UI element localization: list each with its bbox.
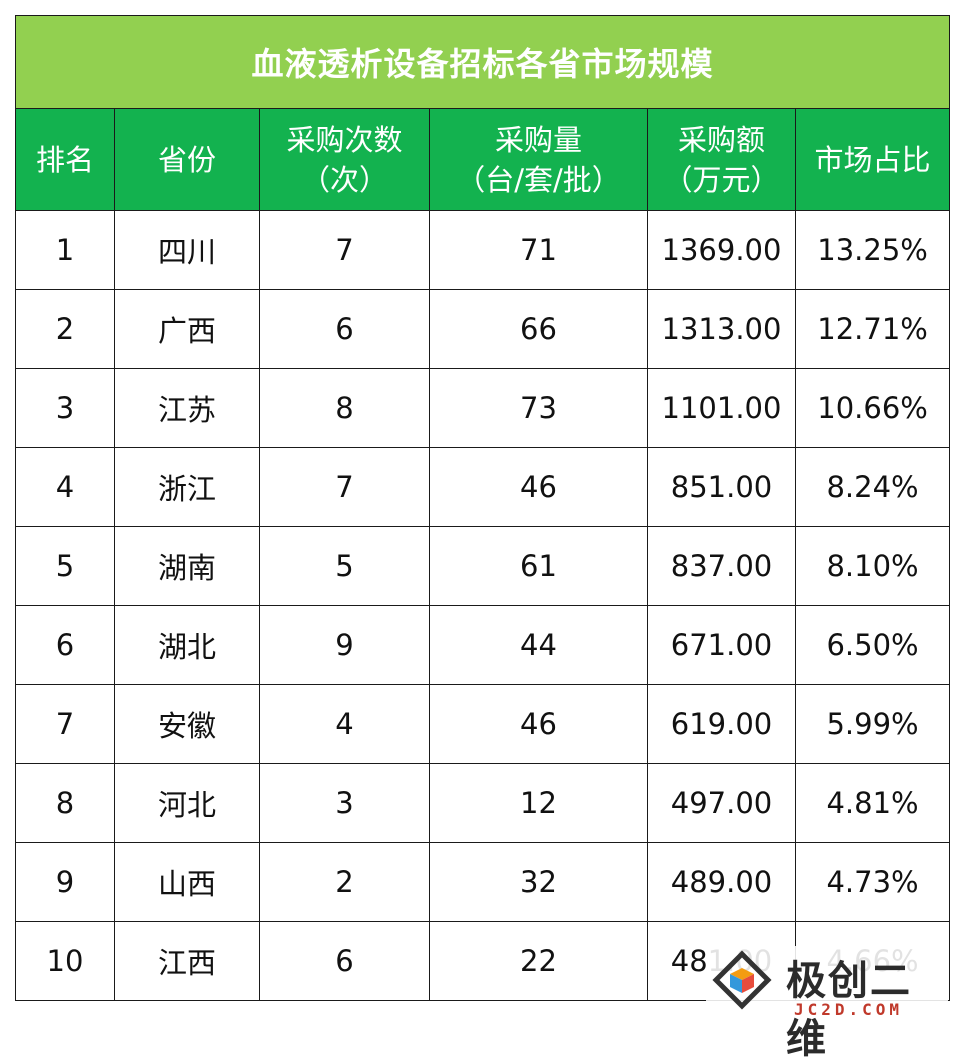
rank-cell: 1	[15, 210, 115, 290]
purchase-count-cell: 2	[259, 842, 430, 922]
purchase-amount-cell: 851.00	[647, 447, 796, 527]
purchase-amount-cell: 489.00	[647, 842, 796, 922]
province-cell: 湖北	[114, 605, 260, 685]
purchase-volume-cell: 32	[429, 842, 648, 922]
market-share-cell: 10.66%	[794, 368, 951, 448]
purchase-count-cell: 4	[259, 684, 430, 764]
table-row: 4 浙江 7 46 851.00 8.24%	[15, 447, 951, 527]
rank-cell: 10	[15, 921, 115, 1001]
market-share-cell: 8.10%	[794, 526, 951, 606]
purchase-volume-cell: 46	[429, 447, 648, 527]
table-body: 1 四川 7 71 1369.00 13.25% 2 广西 6 66 1313.00 12.71% 3 江…	[15, 210, 951, 1001]
province-cell: 山西	[114, 842, 260, 922]
rank-cell: 5	[15, 526, 115, 606]
province-cell: 浙江	[114, 447, 260, 527]
purchase-amount-cell: 837.00	[647, 526, 796, 606]
purchase-amount-cell: 1101.00	[647, 368, 796, 448]
table-row: 9 山西 2 32 489.00 4.73%	[15, 842, 951, 922]
header-province: 省份	[114, 108, 260, 211]
purchase-volume-cell: 44	[429, 605, 648, 685]
header-purchase-count: 采购次数 （次）	[259, 108, 430, 211]
rank-cell: 8	[15, 763, 115, 843]
purchase-amount-cell: 671.00	[647, 605, 796, 685]
jc2d-logo-icon	[712, 950, 772, 1010]
market-share-cell: 6.50%	[794, 605, 951, 685]
rank-cell: 4	[15, 447, 115, 527]
province-cell: 四川	[114, 210, 260, 290]
purchase-volume-cell: 46	[429, 684, 648, 764]
purchase-volume-cell: 22	[429, 921, 648, 1001]
rank-cell: 9	[15, 842, 115, 922]
table-row: 6 湖北 9 44 671.00 6.50%	[15, 605, 951, 685]
purchase-count-cell: 9	[259, 605, 430, 685]
province-cell: 河北	[114, 763, 260, 843]
purchase-count-cell: 7	[259, 210, 430, 290]
purchase-volume-cell: 71	[429, 210, 648, 290]
table-row: 10江西622481.004.66%	[15, 921, 951, 1001]
province-cell: 广西	[114, 289, 260, 369]
rank-cell: 7	[15, 684, 115, 764]
table-row: 5 湖南 5 61 837.00 8.10%	[15, 526, 951, 606]
province-cell: 江西	[114, 921, 260, 1001]
table-row: 7 安徽 4 46 619.00 5.99%	[15, 684, 951, 764]
purchase-amount-cell: 1313.00	[647, 289, 796, 369]
table-row: 1 四川 7 71 1369.00 13.25%	[15, 210, 951, 290]
purchase-amount-cell: 619.00	[647, 684, 796, 764]
purchase-count-cell: 7	[259, 447, 430, 527]
watermark: 极创二维 JC2D.COM	[706, 946, 948, 1062]
watermark-sub: JC2D.COM	[794, 1000, 904, 1019]
market-share-cell: 4.73%	[794, 842, 951, 922]
title-row: 血液透析设备招标各省市场规模	[14, 15, 951, 109]
province-cell: 湖南	[114, 526, 260, 606]
market-share-cell: 4.81%	[794, 763, 951, 843]
rank-cell: 3	[15, 368, 115, 448]
market-share-cell: 12.71%	[794, 289, 951, 369]
header-market-share: 市场占比	[794, 108, 951, 211]
table-row: 8 河北 3 12 497.00 4.81%	[15, 763, 951, 843]
purchase-count-cell: 3	[259, 763, 430, 843]
market-size-table: 血液透析设备招标各省市场规模 排名 省份 采购次数 （次） 采购量 （台/套/批） …	[14, 15, 951, 1001]
province-cell: 安徽	[114, 684, 260, 764]
purchase-amount-cell: 1369.00	[647, 210, 796, 290]
purchase-count-cell: 6	[259, 921, 430, 1001]
market-share-cell: 5.99%	[794, 684, 951, 764]
header-row: 排名 省份 采购次数 （次） 采购量 （台/套/批） 采购额 （万元） 市场占比	[15, 108, 951, 211]
header-purchase-amount: 采购额 （万元）	[647, 108, 796, 211]
purchase-volume-cell: 66	[429, 289, 648, 369]
table-row: 3 江苏 8 73 1101.00 10.66%	[15, 368, 951, 448]
market-share-cell: 13.25%	[794, 210, 951, 290]
purchase-volume-cell: 12	[429, 763, 648, 843]
header-rank: 排名	[15, 108, 115, 211]
purchase-volume-cell: 61	[429, 526, 648, 606]
rank-cell: 2	[15, 289, 115, 369]
purchase-volume-cell: 73	[429, 368, 648, 448]
table-row: 2 广西 6 66 1313.00 12.71%	[15, 289, 951, 369]
header-purchase-volume: 采购量 （台/套/批）	[429, 108, 648, 211]
purchase-amount-cell: 497.00	[647, 763, 796, 843]
purchase-count-cell: 5	[259, 526, 430, 606]
purchase-count-cell: 6	[259, 289, 430, 369]
rank-cell: 6	[15, 605, 115, 685]
province-cell: 江苏	[114, 368, 260, 448]
market-share-cell: 8.24%	[794, 447, 951, 527]
purchase-count-cell: 8	[259, 368, 430, 448]
table-title: 血液透析设备招标各省市场规模	[14, 15, 951, 109]
